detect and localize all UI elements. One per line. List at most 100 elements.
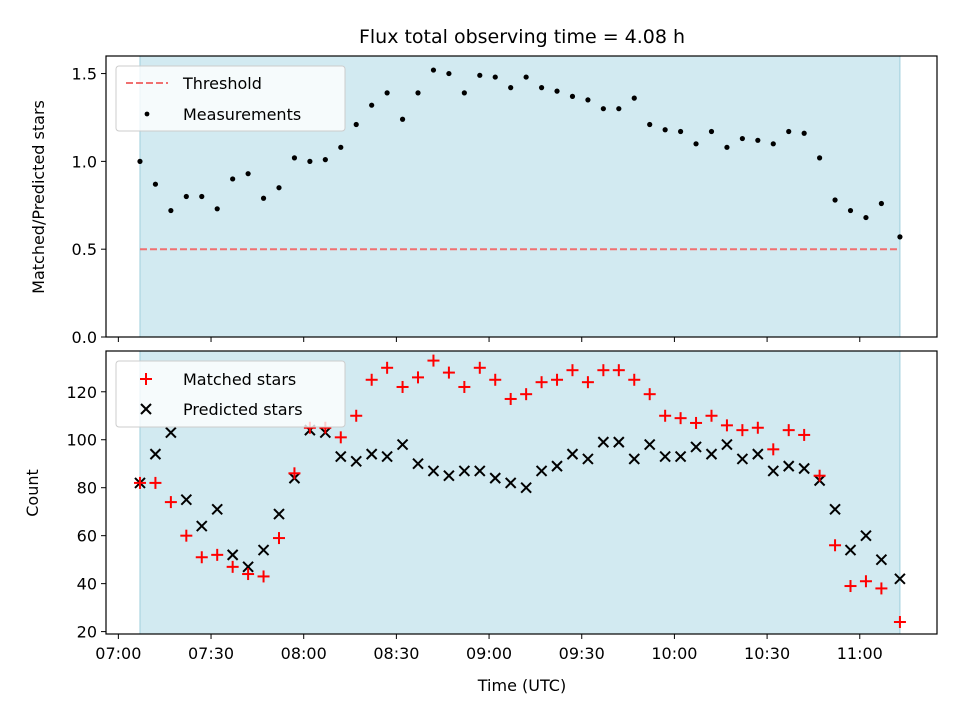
y-tick-label: 20: [77, 623, 97, 642]
matched-star-marker: [458, 380, 471, 393]
matched-star-marker: [211, 548, 224, 561]
predicted-star-marker: [257, 544, 270, 556]
measurement-point: [260, 195, 267, 201]
measurement-point: [461, 90, 467, 96]
measurement-point: [446, 70, 452, 77]
measurement-point: [616, 106, 622, 112]
matched-star-marker: [350, 409, 363, 422]
matched-star-marker: [690, 416, 703, 429]
measurement-point: [384, 90, 390, 96]
measurements-legend-icon: [144, 111, 150, 117]
measurement-point: [739, 135, 745, 142]
x-axis-label: Time (UTC): [477, 676, 566, 695]
predicted-stars-points: [134, 424, 906, 585]
matched-legend-label: Matched stars: [183, 370, 296, 389]
matched-star-marker: [257, 570, 270, 583]
measurement-point: [492, 74, 498, 80]
x-tick-label: 08:00: [281, 644, 327, 663]
measurement-point: [897, 234, 903, 240]
measurement-point: [307, 158, 313, 164]
x-tick-label: 07:00: [95, 644, 141, 663]
measurement-point: [338, 144, 344, 150]
predicted-star-marker: [520, 481, 532, 494]
measurement-point: [677, 128, 684, 135]
predicted-star-marker: [875, 553, 888, 566]
predicted-star-marker: [894, 573, 906, 585]
matched-star-marker: [844, 580, 857, 593]
measurement-point: [291, 155, 298, 161]
matched-star-marker: [381, 361, 394, 374]
predicted-star-marker: [535, 465, 548, 477]
predicted-star-marker: [736, 453, 749, 465]
predicted-star-marker: [613, 436, 625, 448]
measurement-point: [662, 127, 668, 133]
measurements-legend-label: Measurements: [183, 105, 301, 124]
predicted-legend-label: Predicted stars: [183, 400, 303, 419]
y-tick-label: 60: [77, 527, 97, 546]
predicted-star-marker: [350, 455, 362, 468]
x-tick-label: 07:30: [188, 644, 234, 663]
measurement-point: [523, 74, 529, 80]
y-tick-label: 100: [66, 431, 97, 450]
measurement-point: [369, 102, 375, 108]
matched-star-marker: [195, 551, 208, 564]
predicted-star-marker: [705, 448, 718, 460]
matched-star-marker: [242, 568, 255, 581]
matched-star-marker: [226, 560, 239, 573]
predicted-star-marker: [180, 493, 193, 506]
matched-star-marker: [412, 371, 425, 384]
measurement-point: [600, 106, 606, 112]
matched-legend-icon: [140, 373, 152, 385]
predicted-star-marker: [365, 448, 378, 460]
measurement-point: [647, 121, 653, 128]
measurement-point: [708, 128, 715, 135]
matched-star-marker: [659, 409, 672, 422]
predicted-star-marker: [628, 453, 640, 465]
bottom-y-axis-label: Count: [23, 469, 42, 517]
predicted-star-marker: [412, 458, 424, 470]
top-axes-frame: [105, 55, 938, 338]
predicted-star-marker: [396, 438, 409, 451]
matched-star-marker: [829, 539, 842, 552]
matched-star-marker: [628, 373, 641, 386]
predicted-star-marker: [551, 460, 563, 472]
matched-star-marker: [751, 421, 764, 434]
matched-stars-points: [133, 354, 906, 629]
predicted-star-marker: [165, 426, 177, 439]
predicted-star-marker: [798, 462, 810, 475]
matched-star-marker: [535, 376, 548, 389]
measurement-point: [817, 155, 823, 161]
matched-star-marker: [674, 412, 687, 425]
matched-star-marker: [520, 388, 533, 401]
predicted-star-marker: [597, 436, 610, 448]
x-tick-label: 08:30: [373, 644, 419, 663]
measurement-point: [770, 141, 776, 147]
predicted-star-marker: [489, 472, 501, 484]
predicted-legend-icon: [140, 403, 152, 415]
measurement-point: [230, 176, 236, 182]
matched-star-marker: [180, 529, 193, 542]
predicted-star-marker: [196, 520, 208, 532]
measurement-point: [832, 197, 838, 203]
top-x-ticks: [117, 337, 861, 342]
predicted-star-marker: [226, 549, 239, 561]
matched-star-marker: [396, 380, 409, 393]
matched-star-marker: [875, 582, 888, 595]
matched-star-marker: [767, 443, 780, 456]
matched-star-marker: [133, 476, 146, 489]
bottom-y-ticks: 20 40 60 80 100 120: [66, 383, 106, 642]
measurement-point: [322, 157, 328, 163]
predicted-star-marker: [381, 450, 393, 463]
predicted-star-marker: [829, 503, 841, 515]
predicted-star-marker: [674, 450, 687, 463]
predicted-star-marker: [211, 503, 223, 515]
predicted-star-marker: [582, 453, 594, 465]
matched-star-marker: [272, 532, 285, 545]
y-tick-label: 120: [66, 383, 97, 402]
x-tick-label: 09:30: [559, 644, 605, 663]
top-panel: 0.0 0.5 1.0 1.5 Matched/Predicted stars Thr…: [29, 55, 938, 347]
bottom-axes-frame: [105, 350, 938, 635]
measurement-point: [430, 67, 437, 73]
matched-star-marker: [566, 364, 579, 377]
predicted-star-marker: [504, 477, 517, 489]
